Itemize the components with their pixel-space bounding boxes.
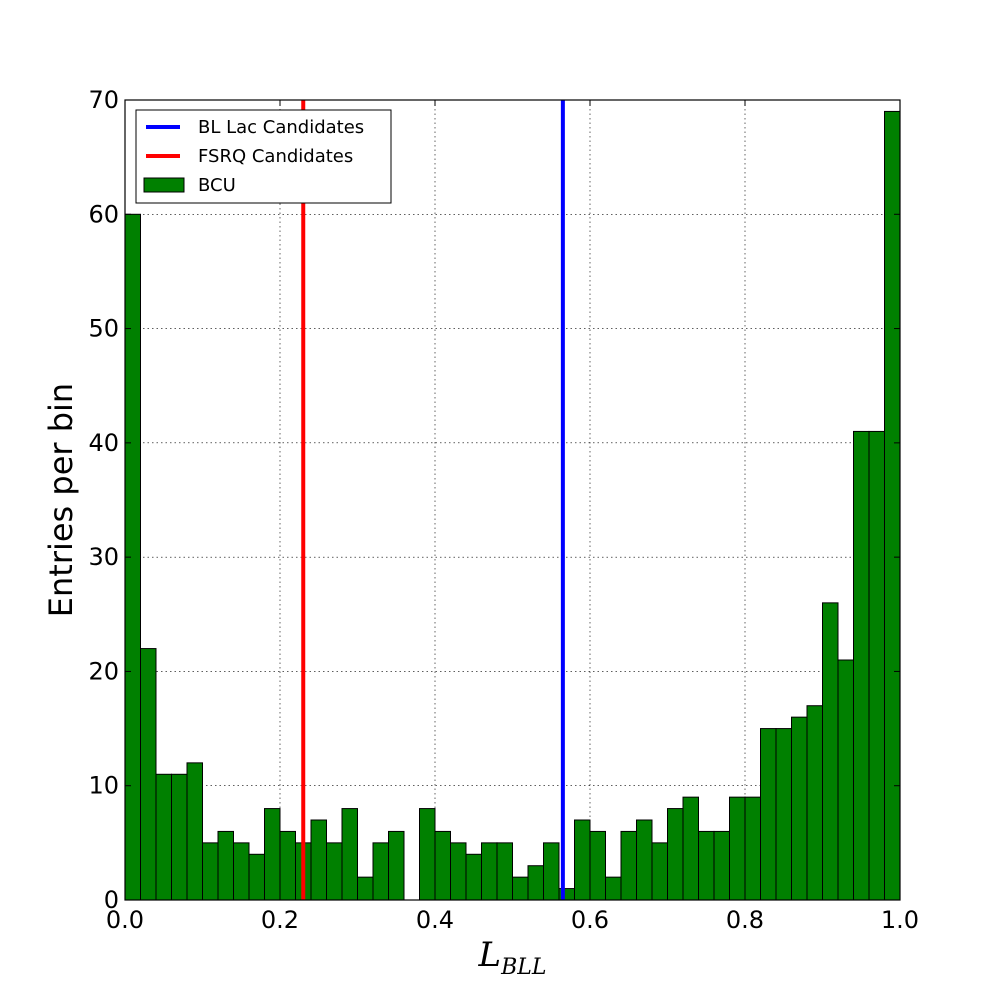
y-axis-label: Entries per bin [42, 383, 80, 617]
axis-ticks [124, 99, 901, 901]
plot-frame [124, 99, 901, 901]
vertical-lines [301, 100, 565, 900]
histogram-bar [419, 808, 436, 901]
x-axis-label: LBLL [478, 935, 547, 980]
histogram-bar [775, 728, 792, 901]
histogram-bar [605, 876, 622, 901]
histogram-bar [636, 819, 653, 901]
x-tick-label: 0.8 [726, 906, 764, 934]
legend-label: BCU [198, 175, 236, 196]
x-tick-label: 0.6 [571, 906, 609, 934]
x-tick-label: 0.4 [416, 906, 454, 934]
histogram-bar [326, 842, 343, 901]
histogram-bar [202, 842, 219, 901]
histogram-bars [124, 110, 901, 901]
x-tick-label: 0.2 [261, 906, 299, 934]
histogram-bar [837, 659, 854, 901]
histogram-bar [698, 830, 715, 901]
histogram-bar [744, 796, 761, 901]
histogram-bar [868, 430, 885, 901]
y-tick-label: 20 [88, 657, 119, 685]
histogram-bar [264, 808, 281, 901]
histogram-bar [667, 808, 684, 901]
x-axis-label-subscript: BLL [500, 955, 546, 980]
y-tick-label: 30 [88, 543, 119, 571]
histogram-bar [450, 842, 467, 901]
x-axis-label-main: L [478, 935, 502, 975]
histogram-bar [186, 762, 203, 901]
histogram-bar [279, 830, 296, 901]
histogram-bar [155, 773, 172, 901]
histogram-bar [791, 716, 808, 901]
histogram-bar [140, 648, 157, 901]
histogram-bar [651, 842, 668, 901]
histogram-bar [589, 830, 606, 901]
y-tick-label: 10 [88, 772, 119, 800]
histogram-bar [341, 808, 358, 901]
legend-label: BL Lac Candidates [198, 117, 364, 138]
histogram-bar [713, 830, 730, 901]
histogram-bar [217, 830, 234, 901]
y-tick-labels: 0 10 20 30 40 50 60 70 [88, 86, 119, 914]
histogram-bar [853, 430, 870, 901]
y-tick-label: 40 [88, 429, 119, 457]
y-tick-label: 50 [88, 315, 119, 343]
x-tick-label: 0.0 [106, 906, 144, 934]
legend: BL Lac Candidates FSRQ Candidates BCU [135, 109, 392, 204]
x-tick-labels: 0.0 0.2 0.4 0.6 0.8 1.0 [106, 906, 919, 934]
histogram-bar [574, 819, 591, 901]
histogram-bar [248, 853, 265, 901]
histogram-bar [481, 842, 498, 901]
histogram-bar [806, 705, 823, 901]
histogram-bar [512, 876, 529, 901]
legend-patch-icon [143, 177, 185, 193]
histogram-bar [620, 830, 637, 901]
histogram-bar [884, 110, 901, 901]
x-tick-label: 1.0 [881, 906, 919, 934]
legend-label: FSRQ Candidates [198, 146, 353, 167]
histogram-bar [357, 876, 374, 901]
histogram-bar [682, 796, 699, 901]
histogram-bar [434, 830, 451, 901]
histogram-bar [171, 773, 188, 901]
histogram-bar [465, 853, 482, 901]
y-tick-label: 60 [88, 200, 119, 228]
y-tick-label: 70 [88, 86, 119, 114]
histogram-bar [388, 830, 405, 901]
histogram-bar [233, 842, 250, 901]
histogram-bar [496, 842, 513, 901]
histogram-bar [310, 819, 327, 901]
histogram-bar [760, 728, 777, 901]
histogram-bar [372, 842, 389, 901]
histogram-bar [729, 796, 746, 901]
histogram-bar [822, 602, 839, 901]
histogram-bar [527, 865, 544, 901]
y-tick-label: 0 [104, 886, 119, 914]
histogram-bar [543, 842, 560, 901]
